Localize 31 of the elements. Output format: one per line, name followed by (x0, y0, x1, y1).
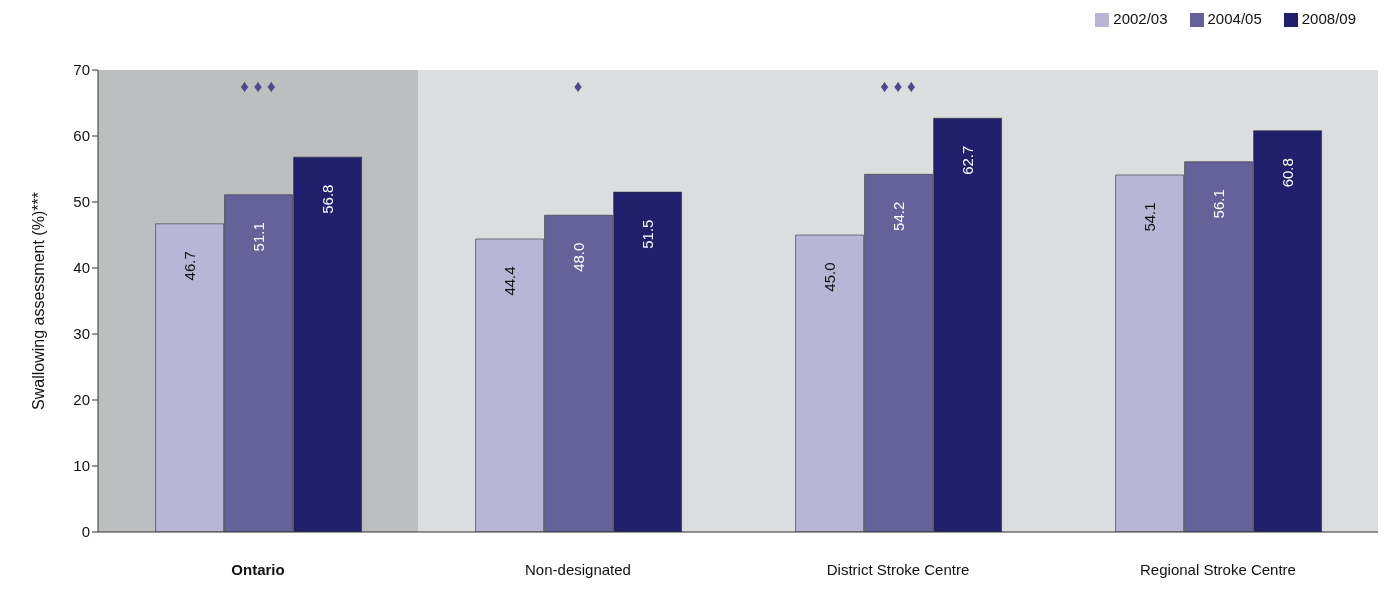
y-tick-label: 60 (73, 127, 90, 145)
data-label: 46.7 (181, 251, 199, 281)
data-label: 48.0 (570, 242, 588, 272)
y-tick-label: 0 (81, 523, 90, 541)
y-tick-label: 70 (73, 61, 90, 79)
y-tick-label: 40 (73, 259, 90, 277)
data-label: 44.4 (501, 266, 519, 296)
data-label: 51.5 (639, 219, 657, 249)
y-tick-label: 30 (73, 325, 90, 343)
data-label: 51.1 (250, 222, 268, 252)
y-axis-title: Swallowing assessment (%)*** (29, 192, 47, 410)
data-label: 54.1 (1141, 202, 1159, 232)
legend-label: 2002/03 (1113, 10, 1168, 27)
x-tick-label: Non-designated (525, 561, 631, 578)
annotation: ♦ ♦ ♦ (240, 77, 277, 97)
y-tick-label: 50 (73, 193, 90, 211)
data-label: 56.1 (1210, 189, 1228, 219)
data-label: 62.7 (959, 145, 977, 175)
legend-label: 2008/09 (1301, 10, 1356, 27)
legend-label: 2004/05 (1207, 10, 1262, 27)
data-label: 60.8 (1279, 158, 1297, 188)
data-label: 56.8 (319, 184, 337, 214)
x-tick-label: Regional Stroke Centre (1140, 561, 1296, 578)
annotation: ♦ ♦ ♦ (880, 77, 917, 97)
annotation: ♦ (573, 77, 583, 97)
x-tick-label: Ontario (231, 561, 285, 578)
y-tick-label: 10 (73, 457, 90, 475)
data-label: 54.2 (890, 201, 908, 231)
data-label: 45.0 (821, 262, 839, 292)
y-tick-label: 20 (73, 391, 90, 409)
x-tick-label: District Stroke Centre (826, 561, 970, 578)
